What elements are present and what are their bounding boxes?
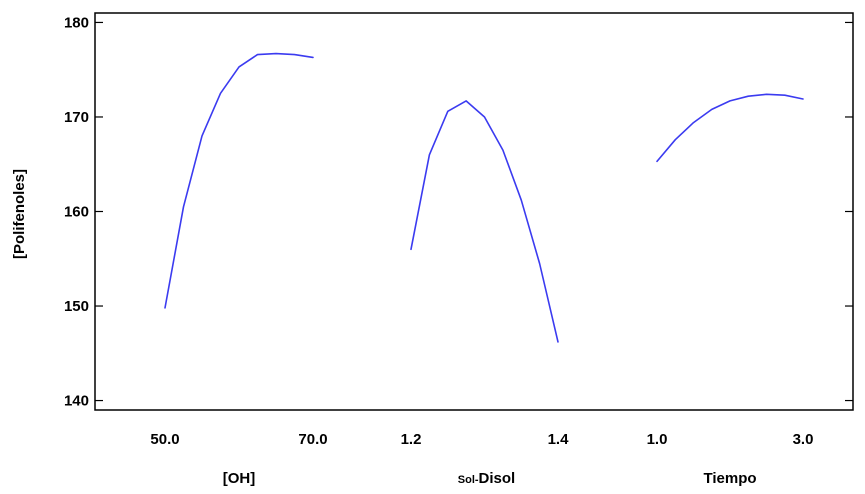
y-tick-label: 160 <box>64 204 89 221</box>
x-tick-label: 50.0 <box>150 431 179 448</box>
y-axis-title: [Polifenoles] <box>11 169 28 259</box>
y-axis: 140 150 160 170 180 <box>64 14 853 410</box>
series-line-panel-3 <box>656 93 804 163</box>
x-axis-title-text: Tiempo <box>703 470 756 487</box>
x-axis: 50.0 70.0 1.2 1.4 1.0 3.0 <box>150 431 813 448</box>
x-axis-title-panel-3: Tiempo <box>703 470 756 487</box>
series-line-panel-1 <box>164 52 314 309</box>
x-tick-label: 70.0 <box>298 431 327 448</box>
x-tick-label: 1.0 <box>647 431 668 448</box>
x-axis-title-text: [OH] <box>223 470 256 487</box>
x-axis-title-text: Disol <box>479 470 516 487</box>
x-tick-label: 3.0 <box>793 431 814 448</box>
x-axis-titles: [OH] Sol-Disol Tiempo <box>223 470 757 487</box>
x-tick-label: 1.4 <box>548 431 570 448</box>
y-tick-label: 180 <box>64 14 89 31</box>
y-tick-label: 140 <box>64 393 89 410</box>
x-tick-label: 1.2 <box>401 431 422 448</box>
y-tick-label: 170 <box>64 109 89 126</box>
x-axis-title-panel-1: [OH] <box>223 470 256 487</box>
x-axis-title-prefix: Sol- <box>458 474 479 486</box>
y-tick-label: 150 <box>64 298 89 315</box>
plot-frame <box>94 12 854 411</box>
series-lines <box>164 52 804 343</box>
series-line-panel-2 <box>410 100 559 343</box>
x-axis-title-panel-2: Sol-Disol <box>458 470 515 487</box>
